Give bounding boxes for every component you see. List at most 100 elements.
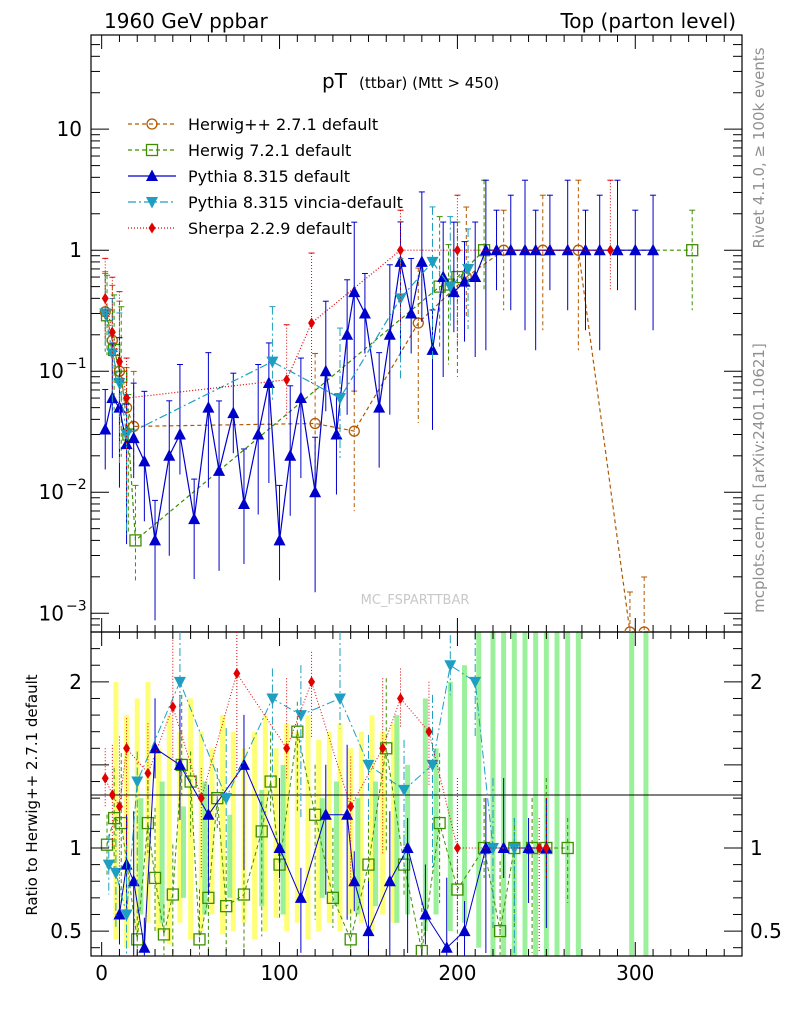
ratio-band-bar	[433, 748, 439, 915]
ratio-point	[149, 741, 162, 754]
ratio-band-bar	[476, 632, 482, 948]
rivet-label: Rivet 4.1.0, ≥ 100k events	[750, 47, 768, 248]
ratio-point	[383, 874, 396, 887]
ratio-point	[362, 924, 375, 937]
ratio-band-bar	[390, 723, 396, 923]
ratio-band-bar	[394, 715, 400, 923]
ratio-series-layer	[100, 632, 574, 956]
ratio-band-bar	[326, 731, 332, 923]
process-label: Top (parton level)	[559, 9, 736, 33]
ratio-band-bar	[533, 632, 539, 956]
legend-entry: Pythia 8.315 vincia-default	[188, 193, 403, 212]
ratio-point	[264, 775, 277, 788]
data-point	[426, 256, 439, 269]
data-point	[273, 533, 286, 546]
ratio-y-tick-label: 2	[69, 670, 82, 694]
ratio-band-bar	[643, 632, 649, 956]
series-line	[104, 249, 645, 632]
ratio-band-bar	[554, 632, 560, 956]
data-point	[106, 348, 119, 361]
ratio-point	[493, 924, 507, 938]
ratio-band-bar	[177, 731, 183, 923]
ratio-band-bar	[227, 814, 233, 898]
data-point	[99, 308, 112, 320]
data-point	[341, 328, 354, 340]
ratio-point	[144, 767, 152, 779]
ratio-point	[415, 944, 428, 956]
ratio-y-tick-label: 1	[69, 836, 82, 860]
ratio-band-bar	[113, 681, 119, 940]
data-point	[237, 497, 250, 509]
ratio-band-bar	[294, 731, 300, 923]
ratio-band-bar	[202, 781, 208, 915]
plot-title: pT	[322, 69, 348, 93]
ratio-point	[197, 792, 205, 804]
y-tick-label: 10	[57, 117, 82, 141]
data-point	[529, 243, 542, 256]
mcplots-label: mcplots.cern.ch [arXiv:2401.10621]	[750, 343, 768, 613]
data-point	[149, 533, 162, 546]
ratio-point	[344, 933, 357, 946]
ratio-point	[362, 759, 375, 772]
ratio-point	[444, 660, 457, 672]
ratio-point	[294, 710, 307, 722]
ratio-point	[291, 725, 304, 738]
ratio-band-bar	[369, 715, 375, 932]
ratio-point	[458, 924, 471, 937]
x-tick-label: 0	[95, 961, 108, 985]
data-point	[99, 422, 112, 435]
data-point	[447, 285, 460, 298]
data-point	[213, 464, 226, 476]
y-tick-exponent: −1	[66, 356, 87, 372]
ratio-band-bar	[230, 731, 236, 932]
ratio-point	[294, 891, 307, 903]
data-point	[202, 401, 215, 413]
data-point	[319, 364, 332, 377]
main-series-layer	[99, 179, 699, 632]
x-tick-label: 300	[616, 961, 654, 985]
data-point	[490, 243, 503, 256]
series-line	[104, 249, 611, 399]
ratio-point	[334, 693, 347, 705]
ratio-point	[138, 941, 151, 953]
ratio-point	[508, 843, 521, 855]
ratio-point	[101, 772, 109, 784]
legend-marker	[145, 143, 159, 157]
x-tick-label: 100	[260, 961, 298, 985]
ratio-point	[123, 742, 131, 754]
ratio-point	[542, 842, 550, 854]
data-point	[348, 425, 360, 437]
ratio-point	[319, 808, 332, 820]
ratio-band-bar	[166, 715, 172, 945]
data-point	[138, 454, 151, 467]
ratio-band-bar	[629, 632, 635, 956]
data-point	[113, 377, 126, 390]
data-point	[415, 255, 428, 267]
data-point	[624, 626, 636, 632]
ratio-y-tick-label: 0.5	[50, 919, 82, 943]
ratio-point	[308, 808, 322, 821]
data-point	[123, 392, 131, 404]
ratio-band-bar	[319, 798, 325, 898]
ratio-band-bar	[337, 723, 343, 932]
data-point	[611, 243, 624, 256]
data-point	[412, 317, 424, 329]
ratio-band-bar	[188, 698, 194, 940]
ratio-point	[341, 808, 354, 820]
data-point	[469, 270, 482, 283]
energy-label: 1960 GeV ppbar	[104, 9, 268, 33]
data-point	[647, 243, 660, 256]
ratio-y-tick-label-right: 0.5	[750, 919, 782, 943]
ratio-point	[362, 858, 375, 871]
data-point	[426, 343, 439, 355]
data-point	[462, 263, 475, 276]
y-tick-label: 10	[39, 480, 64, 504]
ratio-point	[113, 907, 126, 920]
ratio-point	[202, 808, 215, 820]
ratio-point	[166, 888, 179, 901]
legend: Herwig++ 2.7.1 default Herwig 7.2.1 defau…	[128, 115, 403, 238]
data-point	[262, 376, 275, 388]
ratio-band-bar	[511, 632, 517, 956]
ratio-point	[453, 842, 461, 854]
